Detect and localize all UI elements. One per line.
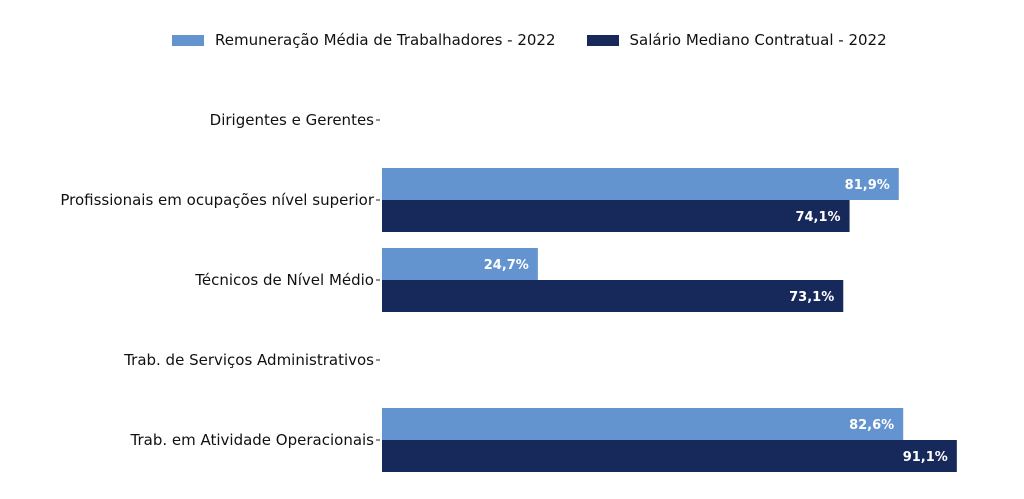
data-label-series-0-cat-2: 24,7% bbox=[484, 258, 529, 273]
legend-label-series-1: Salário Mediano Contratual - 2022 bbox=[629, 31, 887, 49]
data-label-series-1-cat-4: 91,1% bbox=[903, 450, 948, 465]
legend-label-series-0: Remuneração Média de Trabalhadores - 202… bbox=[215, 31, 556, 49]
y-tick-label-4: Trab. em Atividade Operacionais bbox=[130, 431, 375, 449]
data-label-series-0-cat-1: 81,9% bbox=[845, 178, 890, 193]
bar-series-1-cat-4 bbox=[382, 440, 957, 472]
bar-series-0-cat-2 bbox=[382, 248, 538, 280]
y-tick-label-2: Técnicos de Nível Médio bbox=[194, 271, 374, 289]
y-tick-label-3: Trab. de Serviços Administrativos bbox=[123, 351, 374, 369]
bar-series-0-cat-4 bbox=[382, 408, 904, 440]
legend-swatch-series-1 bbox=[586, 34, 619, 46]
chart-legend: Remuneração Média de Trabalhadores - 202… bbox=[172, 31, 918, 49]
legend-item-series-1: Salário Mediano Contratual - 2022 bbox=[586, 31, 887, 49]
legend-item-series-0: Remuneração Média de Trabalhadores - 202… bbox=[172, 31, 556, 49]
y-tick-label-1: Profissionais em ocupações nível superio… bbox=[60, 191, 374, 209]
y-tick-label-0: Dirigentes e Gerentes bbox=[210, 111, 375, 129]
data-label-series-1-cat-1: 74,1% bbox=[795, 210, 840, 225]
data-label-series-0-cat-4: 82,6% bbox=[849, 418, 894, 433]
bar-series-1-cat-2 bbox=[382, 280, 844, 312]
bar-series-1-cat-1 bbox=[382, 200, 850, 232]
data-label-series-1-cat-2: 73,1% bbox=[789, 290, 834, 305]
bar-series-0-cat-1 bbox=[382, 168, 899, 200]
legend-swatch-series-0 bbox=[172, 34, 204, 46]
